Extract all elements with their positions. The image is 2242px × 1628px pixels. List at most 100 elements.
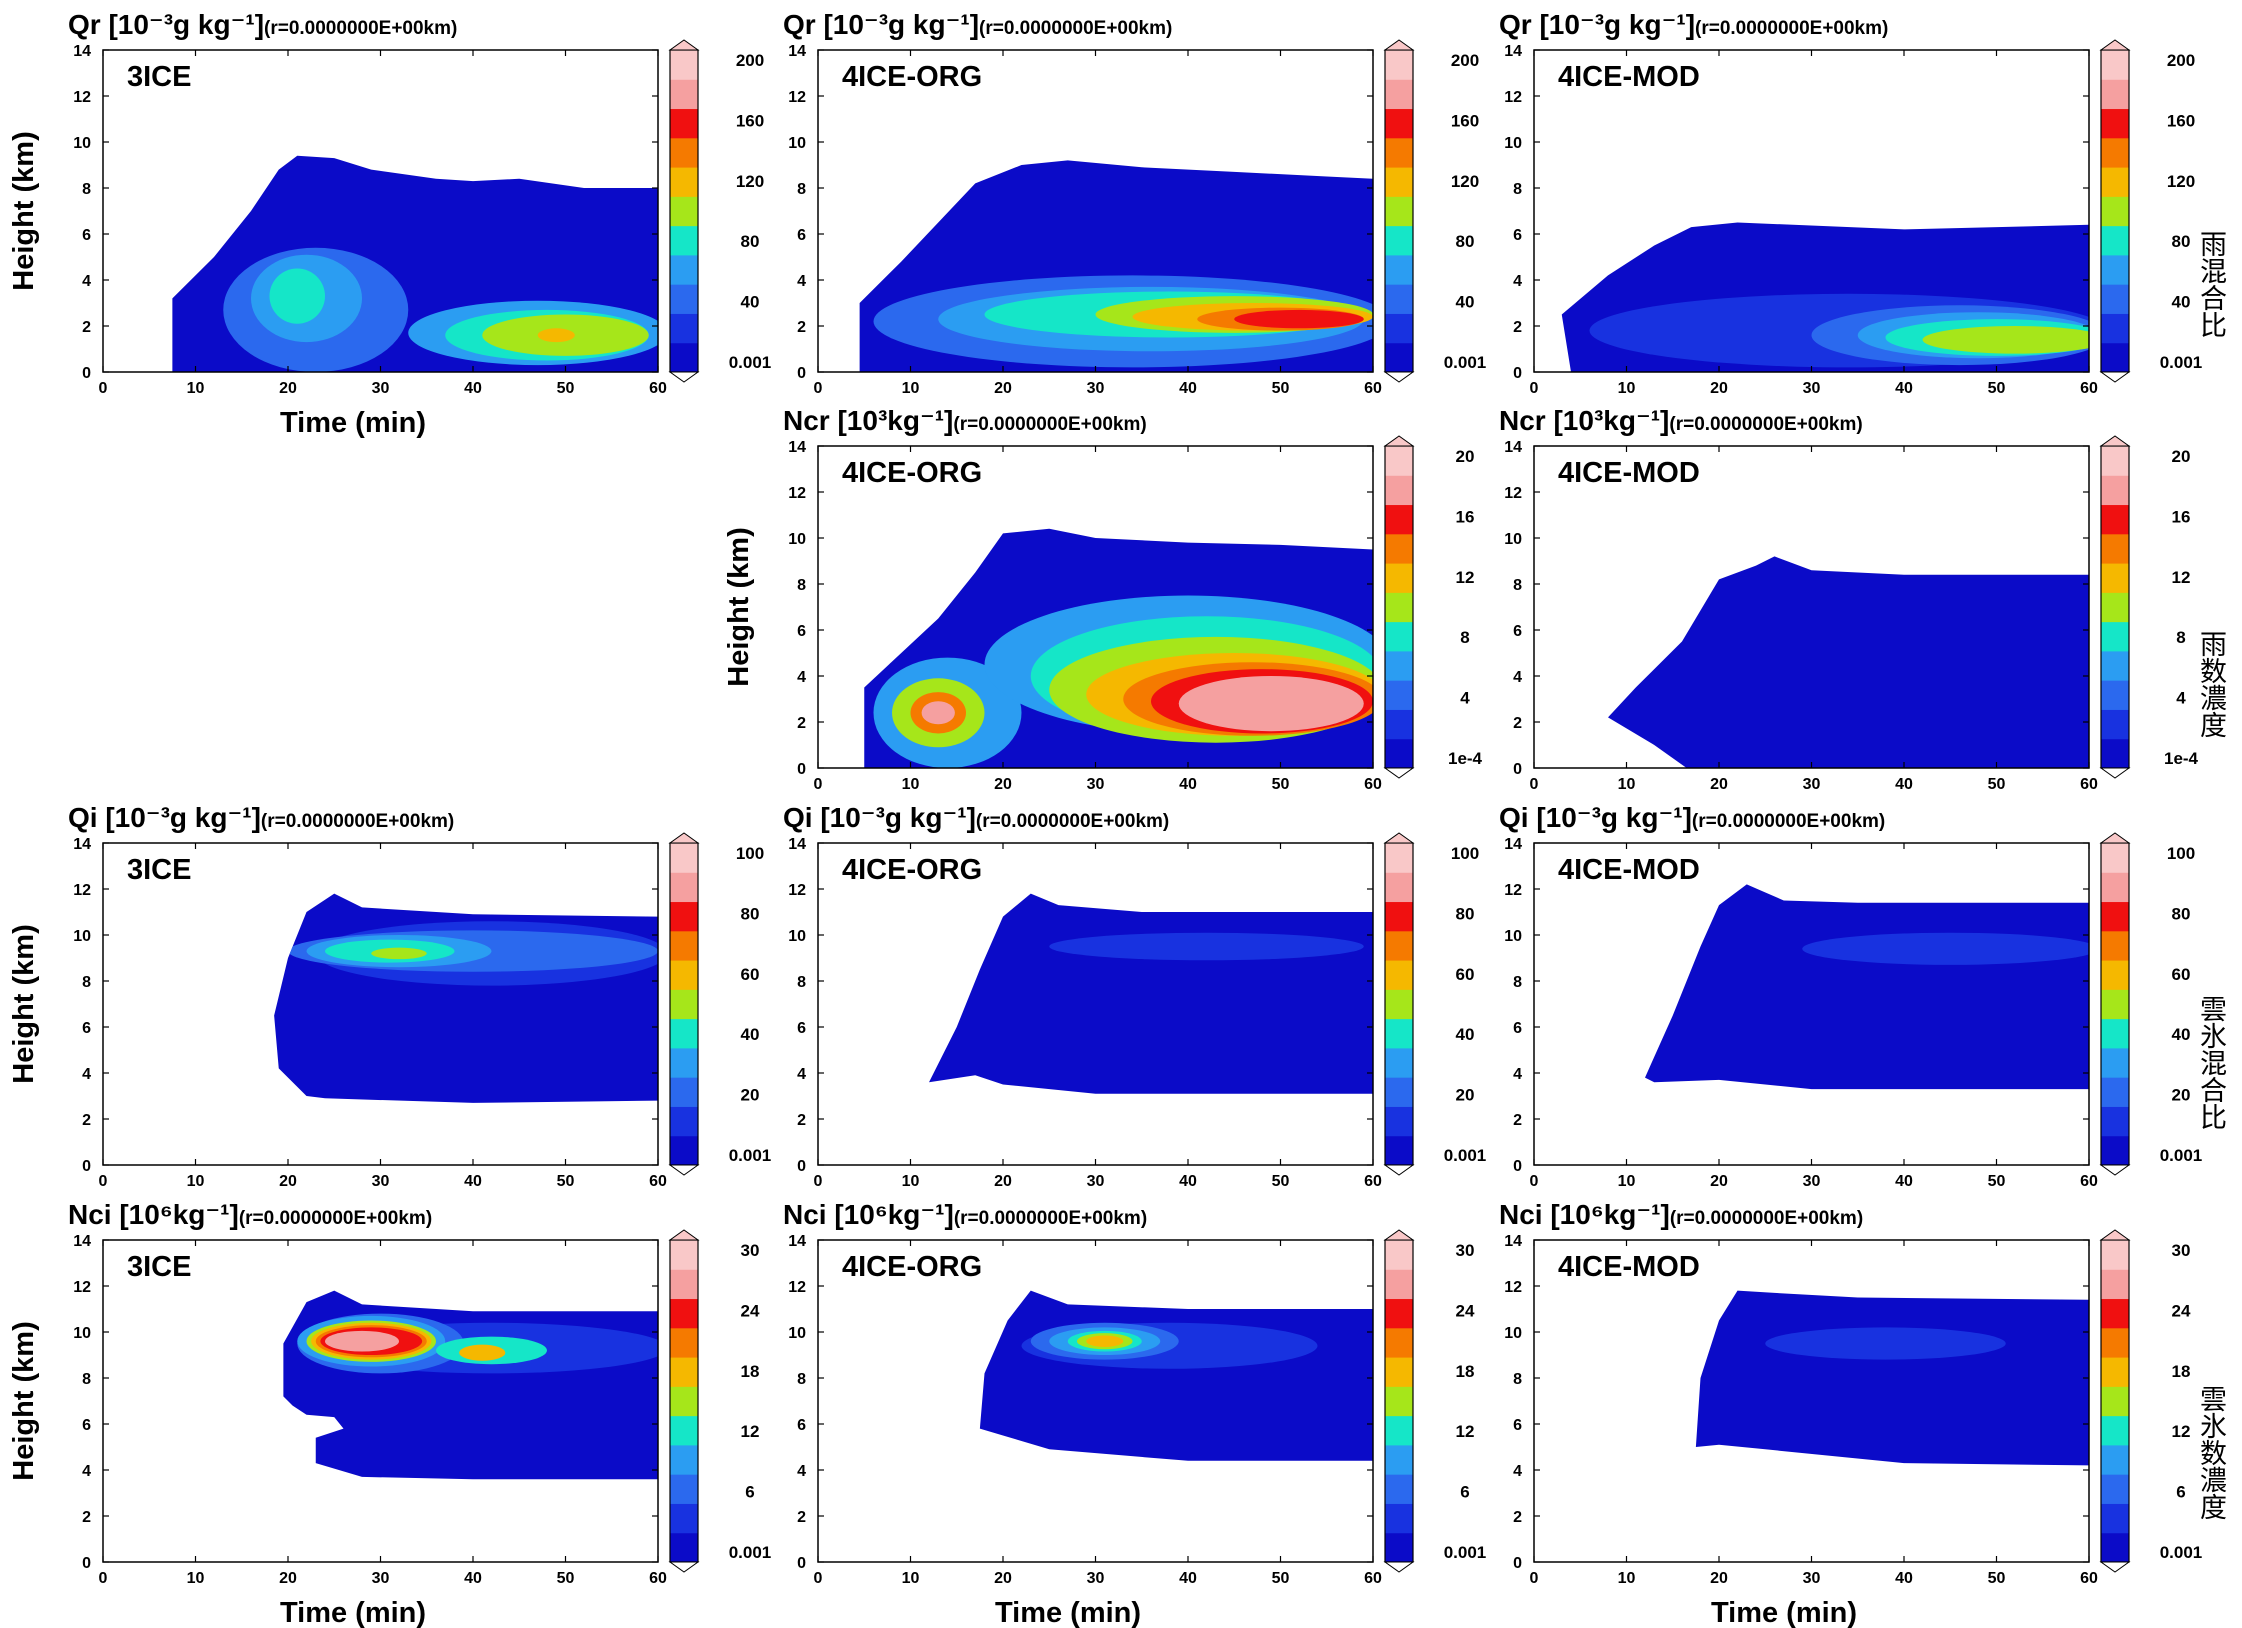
- y-tick-label: 6: [1513, 623, 1522, 640]
- colorbar: 100 80 60 40 20 0.001: [2099, 832, 2202, 1176]
- x-tick-label: 20: [994, 1173, 1012, 1190]
- x-tick-label: 60: [2080, 1570, 2098, 1587]
- vertical-label-rain-mixing-ratio: 雨混合比: [2195, 230, 2226, 338]
- y-axis-label: Height (km): [8, 924, 40, 1084]
- colorbar-label: 12: [741, 1422, 760, 1441]
- x-tick-label: 0: [1530, 380, 1539, 397]
- colorbar-segment: [2101, 1298, 2129, 1329]
- colorbar-segment: [2101, 284, 2129, 314]
- colorbar-segment: [670, 872, 698, 903]
- colorbar-segment: [1385, 254, 1413, 285]
- x-tick-label: 60: [2080, 1173, 2098, 1190]
- y-tick-label: 0: [82, 365, 91, 382]
- x-axis-label: Time (min): [995, 1597, 1141, 1628]
- colorbar-segment: [1385, 738, 1413, 769]
- contour-level-9: [921, 701, 955, 725]
- x-tick-label: 10: [1618, 1570, 1636, 1587]
- colorbar-max-arrow: [668, 832, 700, 844]
- colorbar-label: 0.001: [2160, 353, 2203, 372]
- colorbar-max-arrow: [2099, 39, 2131, 51]
- x-tick-label: 40: [1895, 1570, 1913, 1587]
- colorbar-segment: [1385, 167, 1413, 197]
- colorbar-segment: [670, 1047, 698, 1078]
- colorbar-segment: [2101, 843, 2129, 873]
- contour-level-1: [1765, 1327, 2006, 1360]
- panel-label: 4ICE-MOD: [1558, 61, 1700, 93]
- contour-level-6: [1086, 1335, 1124, 1347]
- x-tick-label: 30: [1803, 1173, 1821, 1190]
- chart-panel-ncr-4ice-mod: 0 10 20 30 40 50 60 0 2 4 6 8 10 12 14 Ncr [10³kg⁻¹](r=…: [1499, 405, 2199, 793]
- colorbar-label: 4: [1460, 689, 1470, 708]
- colorbar-segment: [1385, 1415, 1413, 1446]
- colorbar-segment: [1385, 533, 1413, 564]
- y-tick-label: 2: [797, 1112, 806, 1129]
- colorbar-label: 1e-4: [1448, 749, 1483, 768]
- y-tick-label: 8: [1513, 1371, 1522, 1388]
- y-tick-label: 0: [797, 365, 806, 382]
- colorbar-segment: [670, 1415, 698, 1446]
- contour-level-6: [537, 328, 575, 343]
- y-tick-label: 2: [1513, 319, 1522, 336]
- colorbar-segment: [2101, 1474, 2129, 1504]
- x-tick-label: 30: [372, 380, 390, 397]
- chart-panel-qi-3ice: 0 10 20 30 40 50 60 0 2 4 6 8 10 12 14 Qi [10⁻³g kg⁻¹](…: [8, 802, 771, 1190]
- colorbar-max-arrow: [1383, 832, 1415, 844]
- colorbar-segment: [2101, 1047, 2129, 1078]
- colorbar-segment: [2101, 563, 2129, 593]
- chart-title: Qi [10⁻³g kg⁻¹](r=0.0000000E+00km): [783, 802, 1169, 833]
- colorbar-label: 40: [741, 293, 760, 312]
- x-tick-label: 30: [1087, 1570, 1105, 1587]
- y-tick-label: 14: [788, 836, 806, 853]
- colorbar-segment: [2101, 1018, 2129, 1049]
- y-tick-label: 8: [1513, 974, 1522, 991]
- colorbar-min-arrow: [2099, 371, 2131, 383]
- y-tick-label: 0: [1513, 365, 1522, 382]
- colorbar-max-arrow: [2099, 832, 2131, 844]
- colorbar-segment: [2101, 1357, 2129, 1387]
- panel-label: 3ICE: [127, 854, 191, 886]
- y-tick-label: 14: [788, 1233, 806, 1250]
- colorbar-segment: [2101, 1415, 2129, 1446]
- colorbar-label: 18: [2172, 1362, 2191, 1381]
- colorbar-label: 40: [2172, 293, 2191, 312]
- field-base: [1608, 556, 2089, 768]
- colorbar-segment: [2101, 960, 2129, 990]
- y-tick-label: 0: [82, 1158, 91, 1175]
- colorbar-label: 200: [2167, 51, 2195, 70]
- colorbar-label: 8: [2176, 628, 2185, 647]
- colorbar-label: 80: [1456, 232, 1475, 251]
- y-tick-label: 10: [788, 531, 806, 548]
- x-tick-label: 20: [994, 1570, 1012, 1587]
- colorbar-segment: [1385, 1532, 1413, 1563]
- y-tick-label: 8: [82, 974, 91, 991]
- colorbar-label: 20: [2172, 1086, 2191, 1105]
- colorbar-segment: [1385, 1298, 1413, 1329]
- colorbar-min-arrow: [668, 1561, 700, 1573]
- chart-panel-qr-4ice-mod: 0 10 20 30 40 50 60 0 2 4 6 8 10 12 14 Qr [10⁻³g kg⁻¹](…: [1499, 9, 2202, 397]
- colorbar-min-arrow: [1383, 1561, 1415, 1573]
- colorbar-label: 100: [2167, 844, 2195, 863]
- colorbar-segment: [670, 284, 698, 314]
- colorbar-segment: [670, 1474, 698, 1504]
- chart-panel-qi-4ice-org: 0 10 20 30 40 50 60 0 2 4 6 8 10 12 14 Qi [10⁻³g kg⁻¹](…: [783, 802, 1486, 1190]
- y-tick-label: 14: [1504, 836, 1522, 853]
- x-tick-label: 10: [902, 1570, 920, 1587]
- contour-level-4: [269, 268, 325, 324]
- vertical-label-ice-mixing-ratio: 雲氷混合比: [2195, 995, 2226, 1130]
- contour-features: [1765, 1327, 2006, 1360]
- colorbar-label: 120: [1451, 172, 1479, 191]
- y-tick-label: 4: [797, 669, 806, 686]
- x-tick-label: 20: [1710, 380, 1728, 397]
- colorbar-segment: [2101, 680, 2129, 710]
- colorbar-segment: [1385, 1386, 1413, 1417]
- x-tick-label: 40: [1179, 1570, 1197, 1587]
- colorbar-segment: [1385, 504, 1413, 535]
- y-tick-label: 14: [1504, 439, 1522, 456]
- colorbar-segment: [2101, 1444, 2129, 1475]
- colorbar-segment: [1385, 1327, 1413, 1358]
- colorbar-label: 30: [741, 1241, 760, 1260]
- y-tick-label: 6: [797, 623, 806, 640]
- x-axis-label: Time (min): [280, 407, 426, 439]
- colorbar-label: 6: [745, 1483, 754, 1502]
